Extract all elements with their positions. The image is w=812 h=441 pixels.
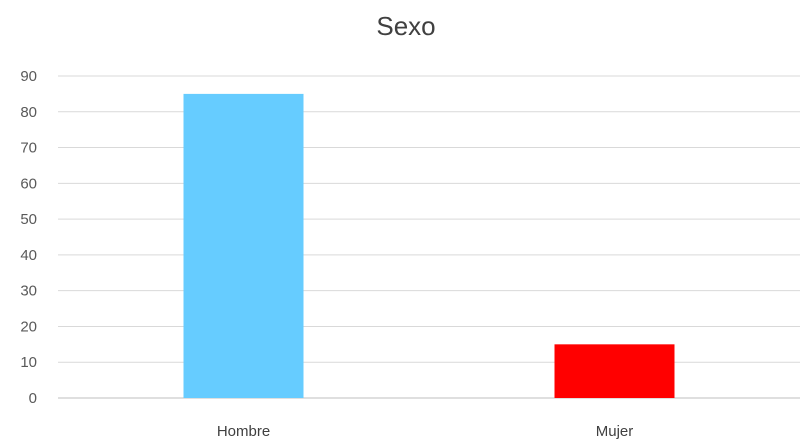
x-category-label: Mujer — [596, 423, 634, 440]
y-tick-label: 0 — [29, 390, 37, 407]
chart-title: Sexo — [376, 11, 436, 41]
bar-hombre — [183, 93, 304, 398]
y-tick-label: 10 — [20, 354, 37, 371]
x-category-label: Hombre — [217, 423, 270, 440]
y-tick-label: 90 — [20, 68, 37, 85]
y-tick-label: 80 — [20, 104, 37, 121]
bar-mujer — [554, 344, 675, 398]
y-tick-label: 50 — [20, 211, 37, 228]
y-tick-label: 60 — [20, 175, 37, 192]
y-tick-label: 20 — [20, 318, 37, 335]
y-tick-label: 70 — [20, 140, 37, 157]
y-tick-label: 40 — [20, 247, 37, 264]
y-tick-label: 30 — [20, 283, 37, 300]
